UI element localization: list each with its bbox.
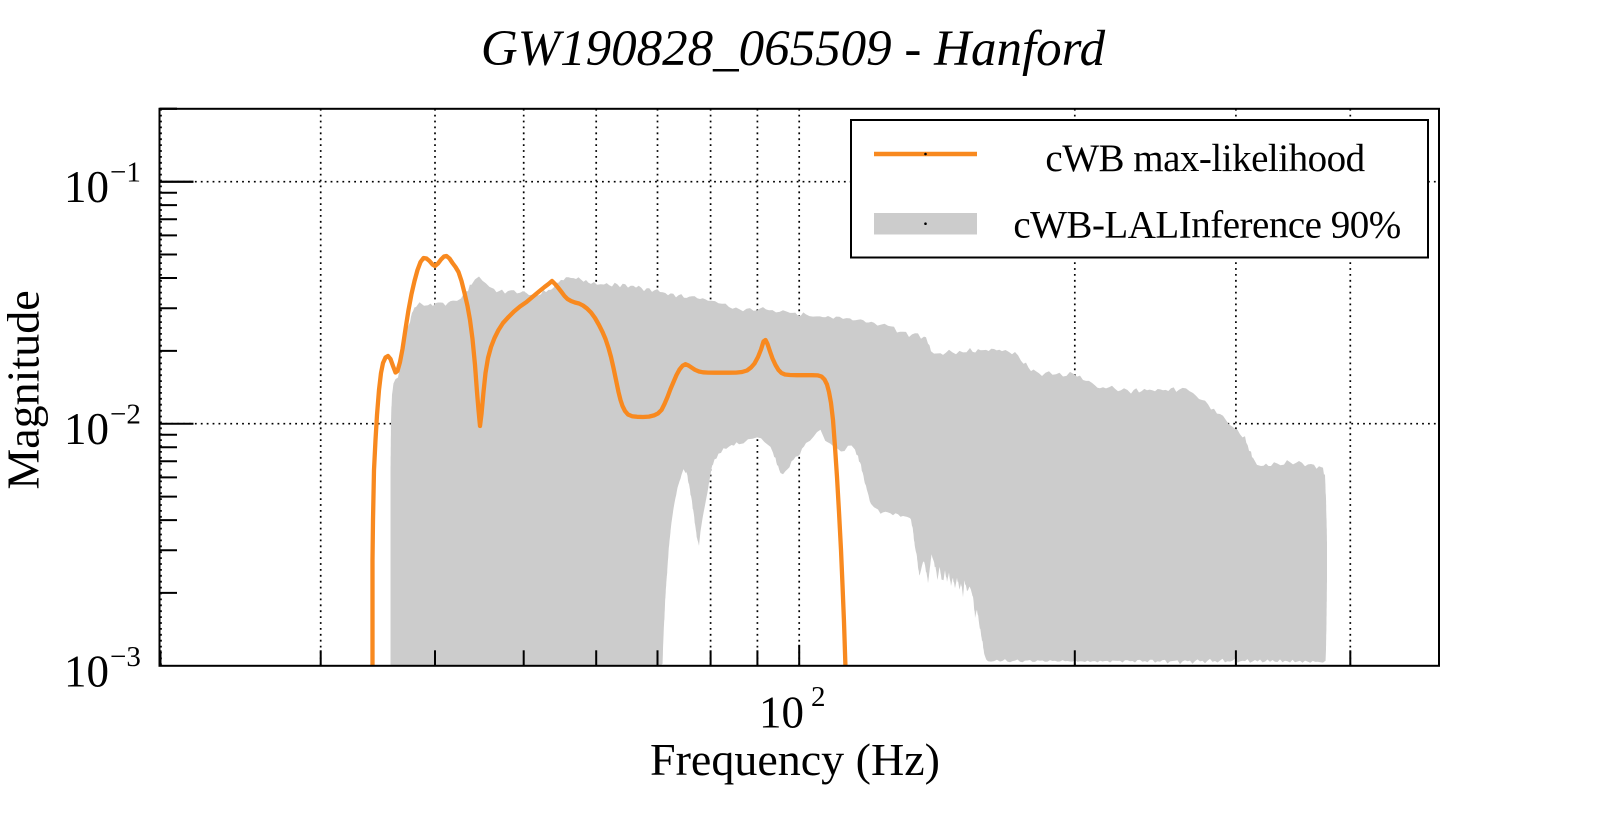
svg-text:−1: −1 [110,157,141,189]
svg-text:10: 10 [759,687,804,737]
svg-text:GW190828_065509 - Hanford: GW190828_065509 - Hanford [481,21,1106,77]
svg-text:cWB-LALInference 90%: cWB-LALInference 90% [1013,203,1400,246]
svg-text:10: 10 [64,162,109,212]
svg-text:10: 10 [64,646,109,696]
svg-text:−2: −2 [110,399,141,431]
svg-text:Frequency (Hz): Frequency (Hz) [650,734,940,785]
svg-text:10: 10 [64,404,109,454]
svg-text:Magnitude: Magnitude [0,290,49,489]
svg-text:cWB max-likelihood: cWB max-likelihood [1045,137,1365,180]
svg-text:2: 2 [811,681,826,713]
svg-text:−3: −3 [110,641,141,673]
